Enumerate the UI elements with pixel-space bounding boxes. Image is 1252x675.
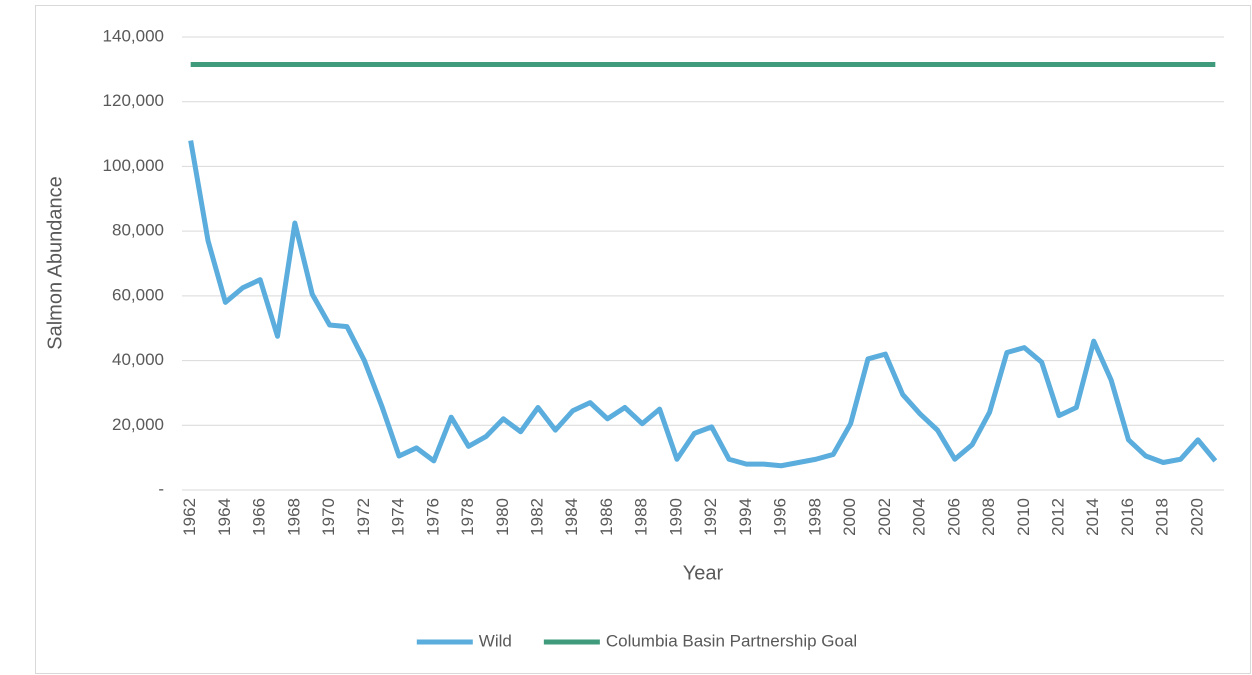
y-tick-label: 140,000 (103, 26, 164, 45)
x-tick-label: 1976 (423, 498, 442, 536)
x-tick-label: 1982 (528, 498, 547, 536)
x-tick-label: 2014 (1083, 498, 1102, 536)
legend-label: Columbia Basin Partnership Goal (606, 631, 857, 650)
chart-border (35, 5, 1251, 674)
x-tick-label: 1974 (389, 498, 408, 536)
x-tick-label: 1966 (250, 498, 269, 536)
x-tick-label: 1986 (597, 498, 616, 536)
x-tick-label: 1990 (666, 498, 685, 536)
x-tick-label: 1980 (493, 498, 512, 536)
x-tick-label: 1972 (354, 498, 373, 536)
y-tick-label: 80,000 (112, 221, 164, 240)
legend-label: Wild (479, 631, 512, 650)
y-tick-label: 100,000 (103, 156, 164, 175)
x-tick-label: 2000 (840, 498, 859, 536)
x-tick-label: 2004 (910, 498, 929, 536)
x-tick-label: 2018 (1153, 498, 1172, 536)
x-tick-label: 1998 (805, 498, 824, 536)
x-tick-label: 2020 (1187, 498, 1206, 536)
x-tick-label: 2008 (979, 498, 998, 536)
x-tick-label: 1962 (180, 498, 199, 536)
x-tick-label: 1996 (771, 498, 790, 536)
y-tick-label: - (158, 479, 164, 498)
x-tick-label: 1988 (632, 498, 651, 536)
x-tick-label: 1964 (215, 498, 234, 536)
x-tick-label: 2010 (1014, 498, 1033, 536)
x-tick-label: 1978 (458, 498, 477, 536)
x-tick-label: 1992 (701, 498, 720, 536)
x-tick-label: 1984 (562, 498, 581, 536)
x-tick-label: 2006 (944, 498, 963, 536)
x-tick-label: 2012 (1049, 498, 1068, 536)
x-axis-label: Year (683, 562, 724, 584)
y-tick-label: 40,000 (112, 350, 164, 369)
series-line (188, 140, 1218, 469)
y-tick-label: 20,000 (112, 415, 164, 434)
x-tick-label: 2002 (875, 498, 894, 536)
y-axis-label: Salmon Abundance (44, 176, 66, 349)
x-tick-label: 2016 (1118, 498, 1137, 536)
x-tick-label: 1994 (736, 498, 755, 536)
x-tick-label: 1970 (319, 498, 338, 536)
y-tick-label: 120,000 (103, 91, 164, 110)
x-tick-label: 1968 (284, 498, 303, 536)
y-tick-label: 60,000 (112, 285, 164, 304)
